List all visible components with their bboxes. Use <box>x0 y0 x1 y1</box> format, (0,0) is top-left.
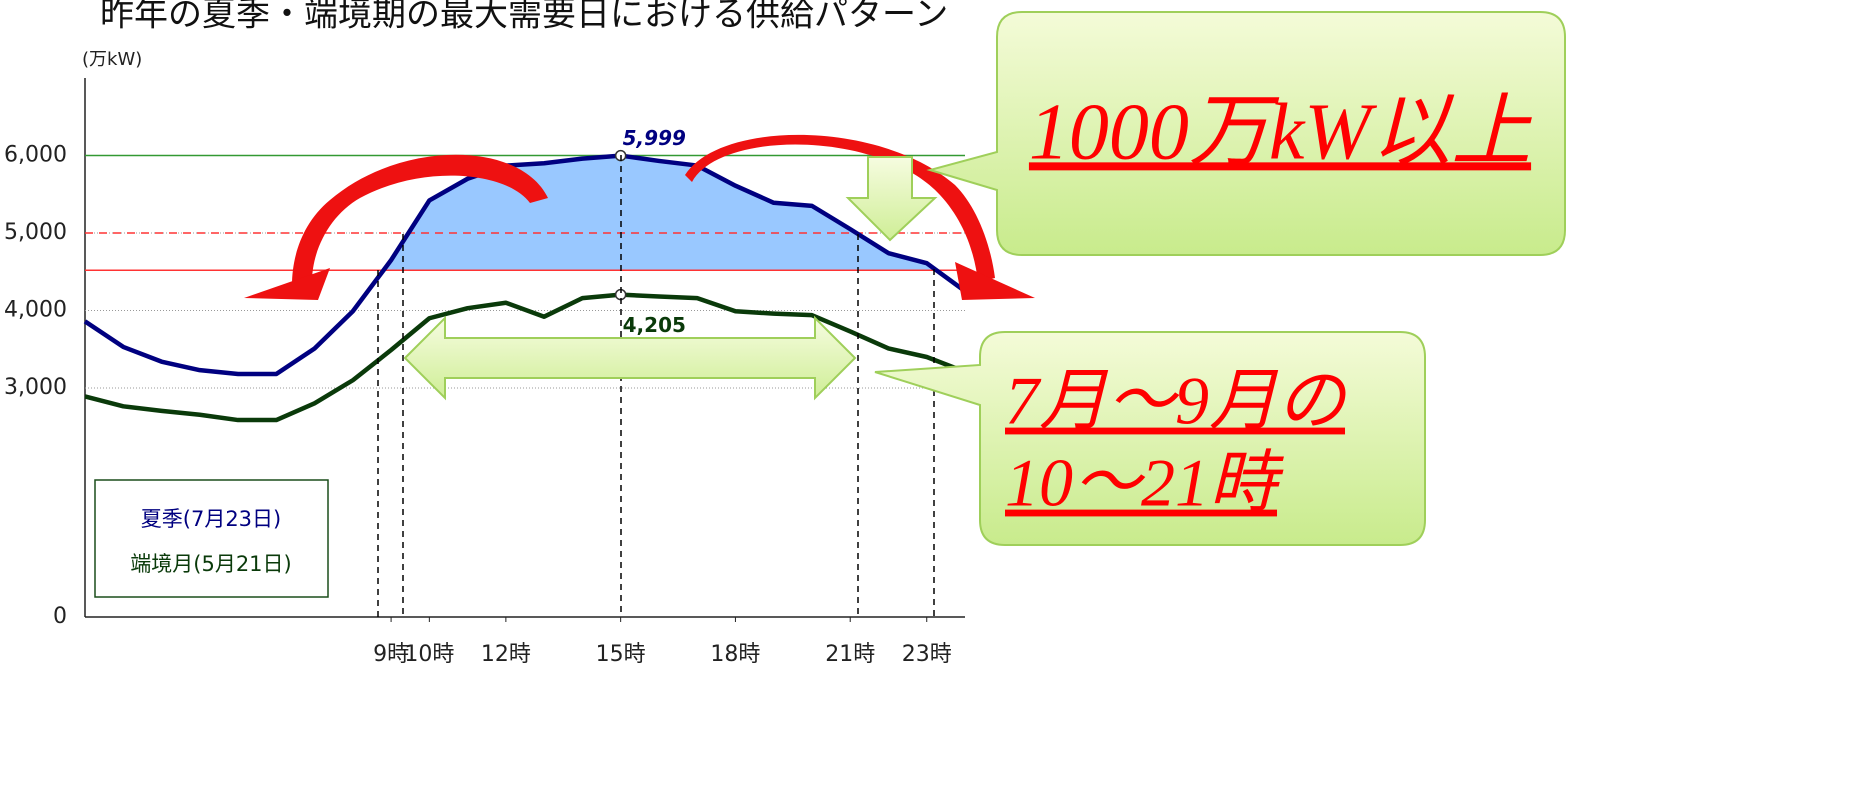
series-line <box>83 153 967 377</box>
series-line <box>84 292 966 423</box>
callout-text: 10～21時 <box>1005 445 1284 521</box>
legend-entry: 端境月(5月21日) <box>130 552 291 576</box>
chart-title: 昨年の夏季・端境期の最大需要日における供給パターン <box>100 0 948 35</box>
x-tick-label: 15時 <box>596 642 646 667</box>
y-tick-label: 4,000 <box>4 298 67 323</box>
legend-box <box>94 479 329 598</box>
x-tick-label: 21時 <box>825 642 875 667</box>
x-tick-label: 12時 <box>481 642 531 667</box>
data-label: 5,999 <box>623 126 686 150</box>
x-tick-label: 23時 <box>902 642 952 667</box>
y-tick-label: 6,000 <box>4 143 67 168</box>
y-tick-label: 0 <box>53 604 67 629</box>
callout-text: 7月～9月の <box>1005 363 1349 439</box>
callout-box <box>874 331 1426 546</box>
callout-text: 1000万kW以上 <box>1029 88 1532 176</box>
callout-box <box>926 11 1566 256</box>
data-label: 4,205 <box>623 313 686 337</box>
x-tick-label: 9時 <box>373 642 409 667</box>
green-arrows <box>403 156 938 401</box>
red-arrows <box>244 134 1035 300</box>
y-axis-label: (万kW) <box>82 49 142 70</box>
legend-entry: 夏季(7月23日) <box>141 507 281 531</box>
x-tick-label: 10時 <box>404 642 454 667</box>
y-tick-label: 3,000 <box>4 375 67 400</box>
y-tick-label: 5,000 <box>4 220 67 245</box>
guide-lines <box>377 155 935 617</box>
x-tick-label: 18時 <box>710 642 760 667</box>
